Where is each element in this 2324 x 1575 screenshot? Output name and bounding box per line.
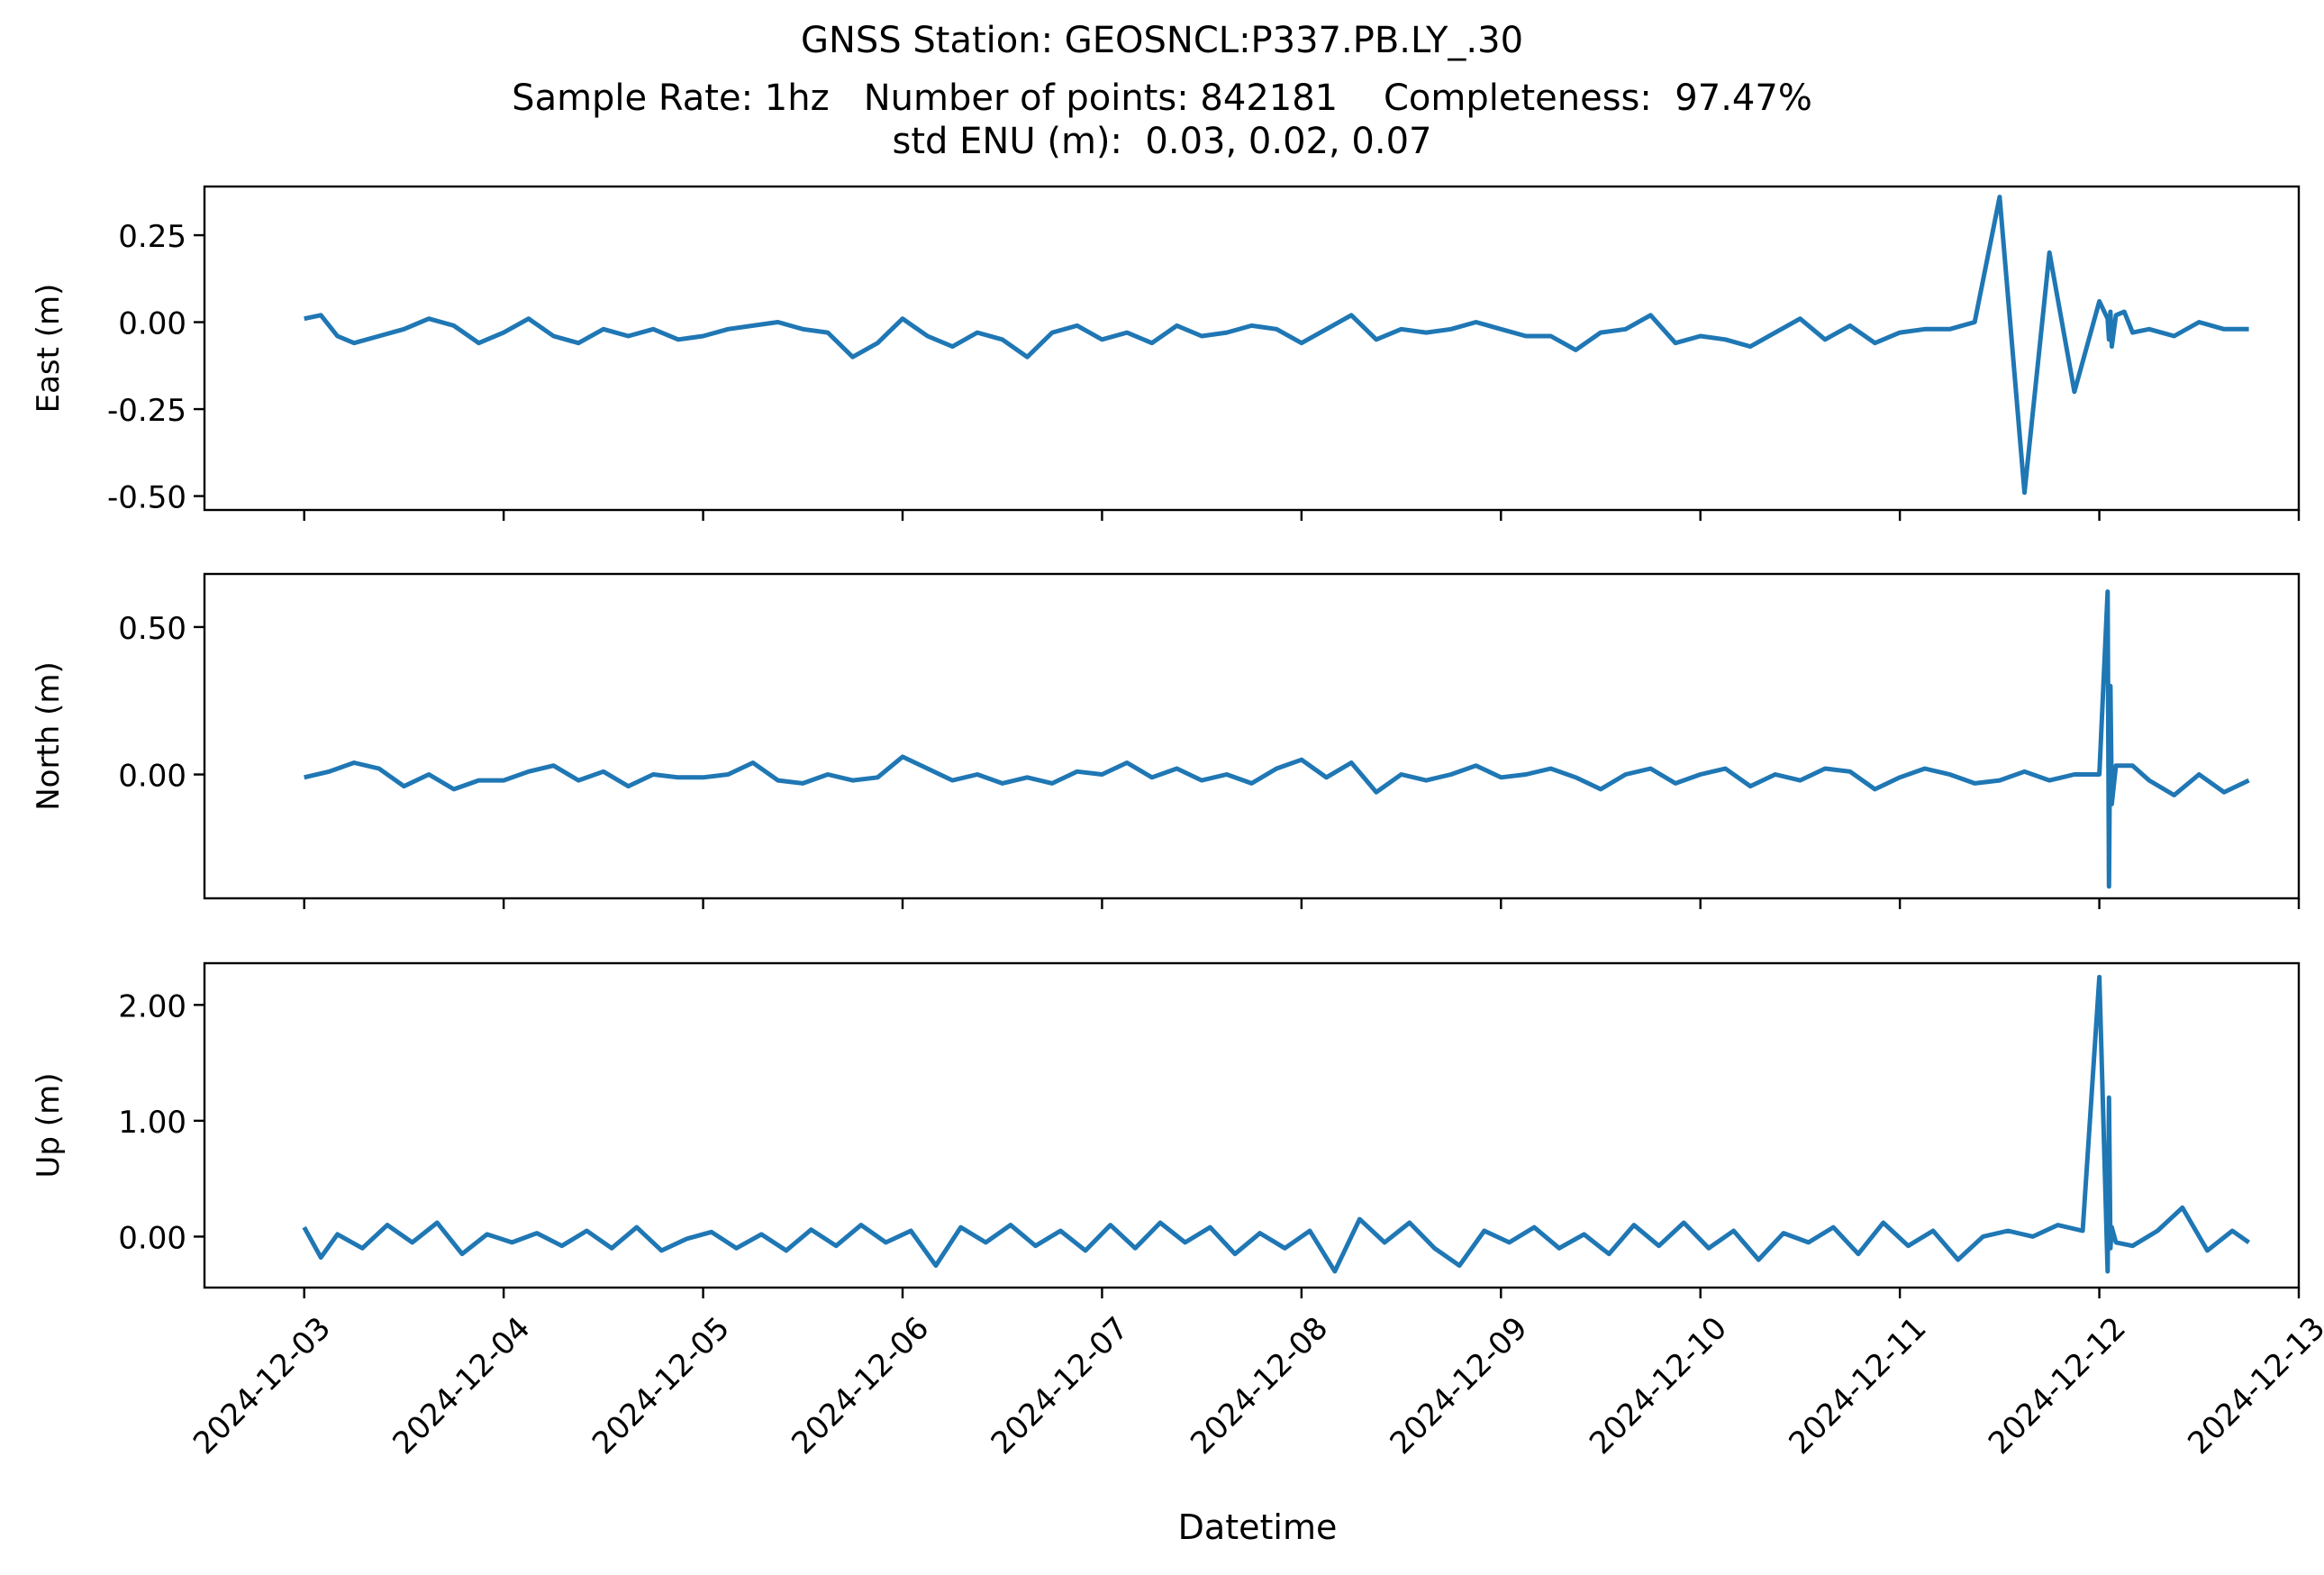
- series-line: [304, 195, 2249, 496]
- x-tick-label: 2024-12-03: [186, 1310, 338, 1461]
- axes-frame: [203, 572, 2301, 900]
- y-tick-label: -0.25: [107, 393, 186, 429]
- y-tick-label: 0.00: [118, 1220, 186, 1256]
- x-tick-label: 2024-12-10: [1583, 1310, 1734, 1461]
- y-axis-label: North (m): [31, 661, 67, 811]
- series-line: [304, 589, 2250, 889]
- title-line-std-enu: std ENU (m): 0.03, 0.02, 0.07: [892, 121, 1432, 162]
- y-axis-label: East (m): [31, 284, 67, 414]
- x-tick-label: 2024-12-05: [586, 1310, 737, 1461]
- x-tick-label: 2024-12-13: [2181, 1310, 2324, 1461]
- axes-frame: [203, 961, 2301, 1289]
- y-tick-label: 2.00: [118, 988, 186, 1024]
- x-tick-label: 2024-12-12: [1982, 1310, 2133, 1461]
- title-line-station: GNSS Station: GEOSNCL:P337.PB.LY_.30: [800, 20, 1524, 61]
- panel-east: 0.25 0.00 -0.25 -0.50 East (m): [31, 185, 2301, 521]
- x-tick-label: 2024-12-06: [785, 1310, 936, 1461]
- x-tick-label: 2024-12-11: [1782, 1310, 1933, 1461]
- y-tick-label: 0.50: [118, 611, 186, 647]
- y-tick-label: 0.00: [118, 759, 186, 795]
- y-tick-label: 1.00: [118, 1105, 186, 1141]
- x-tick-label: 2024-12-04: [386, 1310, 537, 1461]
- panel-north: 0.50 0.00 North (m): [31, 572, 2301, 909]
- x-axis-label: Datetime: [1178, 1507, 1338, 1547]
- y-tick-label: -0.50: [107, 480, 186, 516]
- panel-up: 2.00 1.00 0.00 Up (m) 2024-12-03 2024-12-04 20…: [31, 961, 2324, 1461]
- y-tick-label: 0.25: [118, 219, 186, 255]
- x-tick-label: 2024-12-09: [1384, 1310, 1535, 1461]
- title-line-sample-info: Sample Rate: 1hz Number of points: 84218…: [512, 77, 1812, 119]
- series-line: [302, 974, 2251, 1274]
- y-axis-label: Up (m): [31, 1073, 67, 1179]
- x-tick-label: 2024-12-08: [1184, 1310, 1335, 1461]
- y-tick-label: 0.00: [118, 306, 186, 342]
- axes-frame: [203, 185, 2301, 512]
- x-tick-label: 2024-12-07: [985, 1310, 1136, 1461]
